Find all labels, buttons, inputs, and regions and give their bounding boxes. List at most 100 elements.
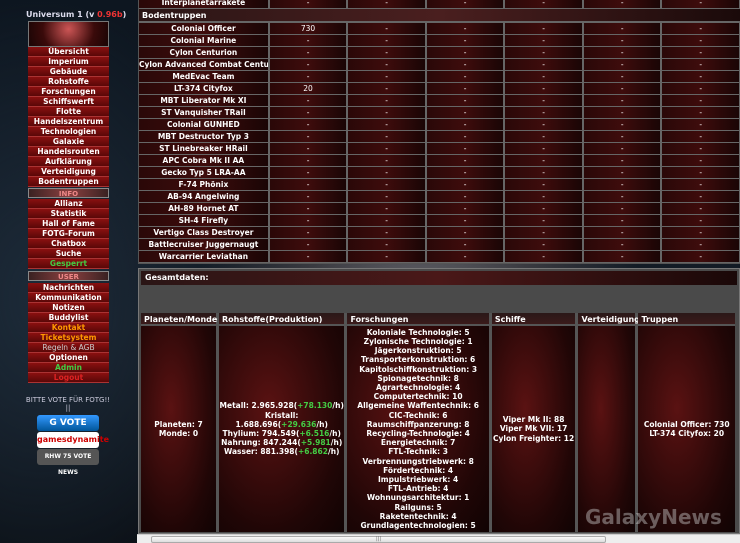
unit-name: Battlecruiser Juggernaugt	[139, 239, 270, 250]
menu-item-suche[interactable]: Suche	[28, 249, 109, 259]
gamesdynamite-button[interactable]: gamesdynamite	[37, 432, 109, 448]
unit-count: -	[426, 23, 506, 34]
menu-item-optionen[interactable]: Optionen	[28, 353, 109, 363]
resource-amount: Wasser: 881.398(	[223, 447, 298, 457]
unit-count: -	[583, 203, 663, 214]
unit-name: Vertigo Class Destroyer	[139, 227, 270, 238]
menu-item-bodentruppen[interactable]: Bodentruppen	[28, 177, 109, 187]
horizontal-scrollbar[interactable]: |||	[137, 534, 740, 543]
unit-name: Gecko Typ 5 LRA-AA	[139, 167, 270, 178]
unit-count: -	[426, 227, 506, 238]
resource-amount: Metall: 2.965.928(	[219, 401, 298, 411]
menu-item-forschungen[interactable]: Forschungen	[28, 87, 109, 97]
unit-count: -	[583, 95, 663, 106]
table-row: Colonial GUNHED - - - - - -	[139, 119, 740, 131]
research-item: Raketentechnik: 4	[379, 511, 457, 521]
unit-count: -	[426, 251, 506, 262]
universe-label: Universum 1 (v	[26, 10, 98, 19]
menu-item-rohstoffe[interactable]: Rohstoffe	[28, 77, 109, 87]
unit-count: -	[583, 155, 663, 166]
header-research: Forschungen	[347, 313, 489, 326]
menu-item-notizen[interactable]: Notizen	[28, 303, 109, 313]
unit-count: -	[662, 239, 740, 250]
unit-name: MBT Destructor Typ 3	[139, 131, 270, 142]
unit-count: -	[662, 83, 740, 94]
table-row: Colonial Marine - - - - - -	[139, 35, 740, 47]
menu-item-regeln-agb[interactable]: Regeln & AGB	[28, 343, 109, 353]
menu-item-statistik[interactable]: Statistik	[28, 209, 109, 219]
table-row: Vertigo Class Destroyer - - - - - -	[139, 227, 740, 239]
unit-count: -	[348, 167, 427, 178]
research-item: Fördertechnik: 4	[383, 465, 454, 475]
unit-count: -	[426, 155, 506, 166]
unit-count: -	[583, 23, 663, 34]
menu-item-handelsrouten[interactable]: Handelsrouten	[28, 147, 109, 157]
galactica-logo[interactable]	[28, 21, 109, 47]
menu-item-gesperrt[interactable]: Gesperrt	[28, 259, 109, 269]
menu-item-buddylist[interactable]: Buddylist	[28, 313, 109, 323]
menu-item-logout[interactable]: Logout	[28, 373, 109, 383]
research-item: Transporterkonstruktion: 6	[360, 355, 476, 365]
menu-item-galaxie[interactable]: Galaxie	[28, 137, 109, 147]
header-resources: Rohstoffe(Produktion)	[219, 313, 345, 326]
unit-count: -	[662, 59, 740, 70]
vote-separator: ||	[65, 404, 71, 412]
unit-name: ST Linebreaker HRail	[139, 143, 270, 154]
menu-item-kontakt[interactable]: Kontakt	[28, 323, 109, 333]
unit-count: -	[426, 179, 506, 190]
unit-count: -	[426, 35, 506, 46]
unit-count: -	[583, 119, 663, 130]
unit-count: -	[348, 71, 427, 82]
unit-count: -	[426, 0, 506, 8]
resource-unit: /h)	[330, 438, 343, 448]
menu-item-kommunikation[interactable]: Kommunikation	[28, 293, 109, 303]
g-vote-button[interactable]: G VOTE	[37, 415, 99, 431]
menu-item-hall-of-fame[interactable]: Hall of Fame	[28, 219, 109, 229]
unit-count: -	[583, 215, 663, 226]
unit-count: -	[662, 119, 740, 130]
resource-item: Wasser: 881.398(+6.862/h)	[224, 447, 340, 456]
research-item: Recycling-Technologie: 4	[366, 429, 470, 438]
unit-count: -	[662, 0, 740, 8]
research-item: Wohnungsarchitektur: 1	[366, 493, 470, 503]
unit-count: -	[426, 203, 506, 214]
unit-count: -	[426, 143, 506, 154]
user-banner: USER	[28, 271, 109, 281]
menu-item-flotte[interactable]: Flotte	[28, 107, 109, 117]
table-row: APC Cobra Mk II AA - - - - - -	[139, 155, 740, 167]
menu-item-allianz[interactable]: Allianz	[28, 199, 109, 209]
main-nav: Übersicht Imperium Gebäude Rohstoffe Forschu…	[28, 47, 109, 187]
unit-count: -	[505, 23, 584, 34]
unit-count: -	[348, 155, 427, 166]
scrollbar-thumb[interactable]: |||	[151, 536, 606, 543]
ships-column: Schiffe Viper Mk II: 88 Viper Mk VII: 17 Cy…	[491, 313, 579, 532]
menu-item-admin[interactable]: Admin	[28, 363, 109, 373]
table-row: ST Vanquisher TRail - - - - - -	[139, 107, 740, 119]
unit-count: -	[583, 131, 663, 142]
research-item: Computertechnik: 10	[373, 392, 463, 402]
summary-title: Gesamtdaten:	[141, 271, 737, 285]
menu-item--bersicht[interactable]: Übersicht	[28, 47, 109, 57]
table-row: LT-374 Cityfox 20- - - - -	[139, 83, 740, 95]
defense-column: Verteidigung	[578, 313, 640, 532]
resource-rate: +6.516	[299, 429, 330, 438]
menu-item-geb-ude[interactable]: Gebäude	[28, 67, 109, 77]
menu-item-fotg-forum[interactable]: FOTG-Forum	[28, 229, 109, 239]
table-row: Colonial Officer 730- - - - -	[139, 23, 740, 35]
unit-count: -	[426, 59, 506, 70]
menu-item-aufkl-rung[interactable]: Aufklärung	[28, 157, 109, 167]
research-item: FTL-Antrieb: 4	[387, 484, 449, 494]
unit-count: -	[662, 215, 740, 226]
menu-item-nachrichten[interactable]: Nachrichten	[28, 283, 109, 293]
menu-item-handelszentrum[interactable]: Handelszentrum	[28, 117, 109, 127]
menu-item-ticketsystem[interactable]: Ticketsystem	[28, 333, 109, 343]
menu-item-verteidigung[interactable]: Verteidigung	[28, 167, 109, 177]
menu-item-imperium[interactable]: Imperium	[28, 57, 109, 67]
unit-count: -	[505, 155, 584, 166]
rhw-vote-button[interactable]: RHW 75 VOTE NEWS	[37, 449, 99, 476]
menu-item-technologien[interactable]: Technologien	[28, 127, 109, 137]
unit-count: -	[269, 119, 349, 130]
menu-item-schiffswerft[interactable]: Schiffswerft	[28, 97, 109, 107]
unit-count: -	[662, 131, 740, 142]
menu-item-chatbox[interactable]: Chatbox	[28, 239, 109, 249]
